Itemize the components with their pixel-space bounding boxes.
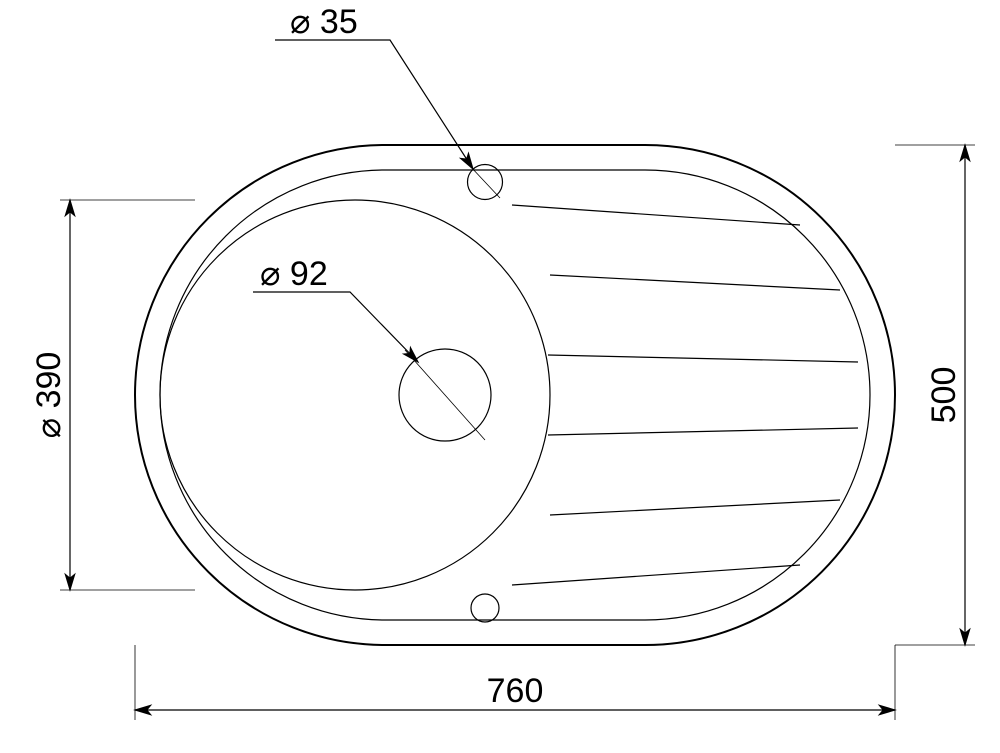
leader-drain-92: ⌀ 92 (253, 255, 418, 362)
groove-line-0 (512, 205, 800, 225)
dim-92-label: ⌀ 92 (260, 255, 328, 293)
groove-line-3 (548, 428, 858, 435)
inner-outline (160, 170, 870, 620)
sink-technical-drawing: 760 500 ⌀ 390 ⌀ 35 ⌀ 92 (0, 0, 1000, 753)
drainboard-grooves (512, 205, 858, 585)
dim-35-label: ⌀ 35 (290, 3, 358, 41)
dim-390-label: ⌀ 390 (30, 352, 68, 439)
sink-body (135, 145, 895, 645)
tap-diameter-axis (470, 166, 500, 198)
outer-outline (135, 145, 895, 645)
dimension-bowl-390: ⌀ 390 (30, 200, 195, 590)
dimension-height-500: 500 (895, 145, 975, 645)
dim-500-label: 500 (925, 367, 963, 424)
groove-line-2 (548, 355, 858, 362)
dimension-width-760: 760 (135, 645, 895, 720)
groove-line-4 (550, 500, 840, 515)
drain-diameter-axis (405, 350, 485, 440)
groove-line-5 (512, 565, 800, 585)
dim-760-label: 760 (487, 672, 544, 710)
groove-line-1 (550, 275, 840, 290)
overflow-hole (471, 594, 499, 622)
